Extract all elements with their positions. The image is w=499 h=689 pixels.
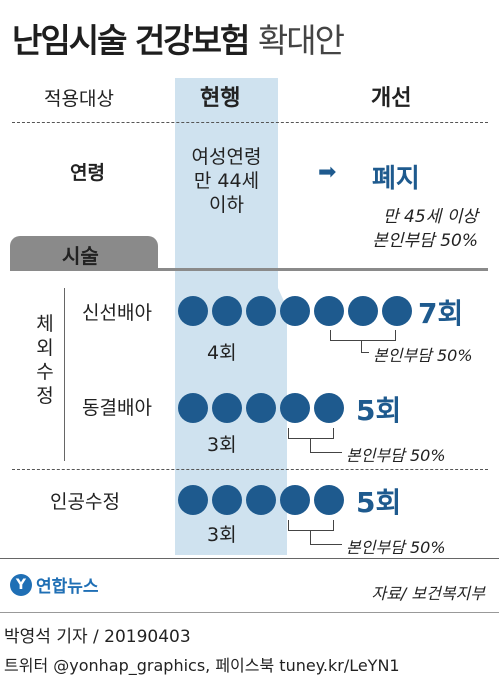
group-label-char: 정 — [36, 385, 54, 407]
new-count-artificial-insemination: 5회 — [356, 486, 402, 519]
age-improved: 폐지 — [372, 164, 420, 194]
dot — [280, 393, 310, 423]
group-label-char: 수 — [36, 361, 54, 383]
new-count-fresh-embryo: 7회 — [418, 297, 464, 330]
title-sub: 확대안 — [257, 21, 345, 60]
extra-stem — [361, 341, 362, 353]
reporter-credit: 박영석 기자 / 20190403 — [4, 627, 191, 647]
extra-stem — [310, 531, 311, 545]
age-current-line2: 만 44세 — [193, 170, 260, 192]
dot — [212, 485, 242, 515]
dot — [314, 393, 344, 423]
row-label-frozen-embryo: 동결배아 — [82, 397, 152, 419]
social-credit: 트위터 @yonhap_graphics, 페이스북 tuney.kr/LeYN… — [4, 656, 400, 675]
group-bracket-line — [64, 288, 65, 461]
current-count-frozen-embryo: 3회 — [207, 434, 237, 456]
note-frozen-embryo: 본인부담 50% — [346, 446, 446, 465]
age-label: 연령 — [70, 162, 105, 184]
age-note: 만 45세 이상 본인부담 50% — [348, 205, 478, 253]
dot — [212, 296, 242, 326]
footer-divider — [0, 558, 499, 559]
age-note-line2: 본인부담 50% — [372, 231, 478, 251]
yonhap-logo-icon: Y — [10, 573, 32, 596]
current-count-artificial-insemination: 3회 — [207, 524, 237, 546]
dot — [178, 296, 208, 326]
credit-divider — [0, 612, 499, 613]
dot — [246, 393, 276, 423]
extra-stem-foot — [310, 452, 342, 453]
header-current: 현행 — [200, 86, 241, 111]
source-text: 자료/ 보건복지부 — [371, 584, 485, 603]
dot — [382, 296, 412, 326]
new-count-frozen-embryo: 5회 — [356, 394, 402, 427]
section-tab-line — [10, 268, 488, 271]
section-tab — [10, 236, 158, 270]
extra-bracket — [330, 330, 396, 341]
age-note-line1: 만 45세 이상 — [383, 207, 478, 227]
age-current-line3: 이하 — [209, 194, 244, 216]
dot — [178, 485, 208, 515]
header-target: 적용대상 — [44, 88, 114, 110]
dot — [280, 485, 310, 515]
title-main: 난임시술 건강보험 — [12, 21, 250, 60]
extra-stem — [310, 439, 311, 453]
note-fresh-embryo: 본인부담 50% — [373, 346, 473, 365]
dot — [178, 393, 208, 423]
dot — [212, 393, 242, 423]
dot — [246, 485, 276, 515]
header-divider — [12, 122, 488, 123]
extra-stem-foot — [361, 352, 369, 353]
extra-stem-foot — [310, 544, 342, 545]
current-count-fresh-embryo: 4회 — [207, 342, 237, 364]
dot — [314, 296, 344, 326]
logo-text: 연합뉴스 — [36, 577, 99, 597]
header-improved: 개선 — [371, 86, 412, 111]
group-label-char: 체 — [36, 313, 54, 335]
row-label-fresh-embryo: 신선배아 — [82, 302, 152, 324]
extra-bracket — [288, 520, 334, 531]
note-artificial-insemination: 본인부담 50% — [346, 538, 446, 557]
dots-fresh-embryo — [178, 296, 412, 326]
dots-frozen-embryo — [178, 393, 344, 423]
section-tab-label: 시술 — [62, 244, 99, 268]
group-label-char: 외 — [36, 337, 54, 359]
extra-bracket — [288, 428, 334, 439]
dot — [348, 296, 378, 326]
group-label-extracorporeal: 체 외 수 정 — [34, 312, 56, 408]
dot — [314, 485, 344, 515]
dot — [280, 296, 310, 326]
row-label-artificial-insemination: 인공수정 — [50, 491, 120, 513]
dot — [246, 296, 276, 326]
yonhap-logo: Y 연합뉴스 — [10, 572, 99, 597]
row-divider — [12, 469, 488, 470]
dots-artificial-insemination — [178, 485, 344, 515]
age-current-line1: 여성연령 — [191, 146, 262, 168]
page-title: 난임시술 건강보험 확대안 — [12, 14, 345, 62]
age-current: 여성연령 만 44세 이하 — [175, 145, 278, 217]
right-arrow-icon: ➡ — [318, 160, 337, 185]
